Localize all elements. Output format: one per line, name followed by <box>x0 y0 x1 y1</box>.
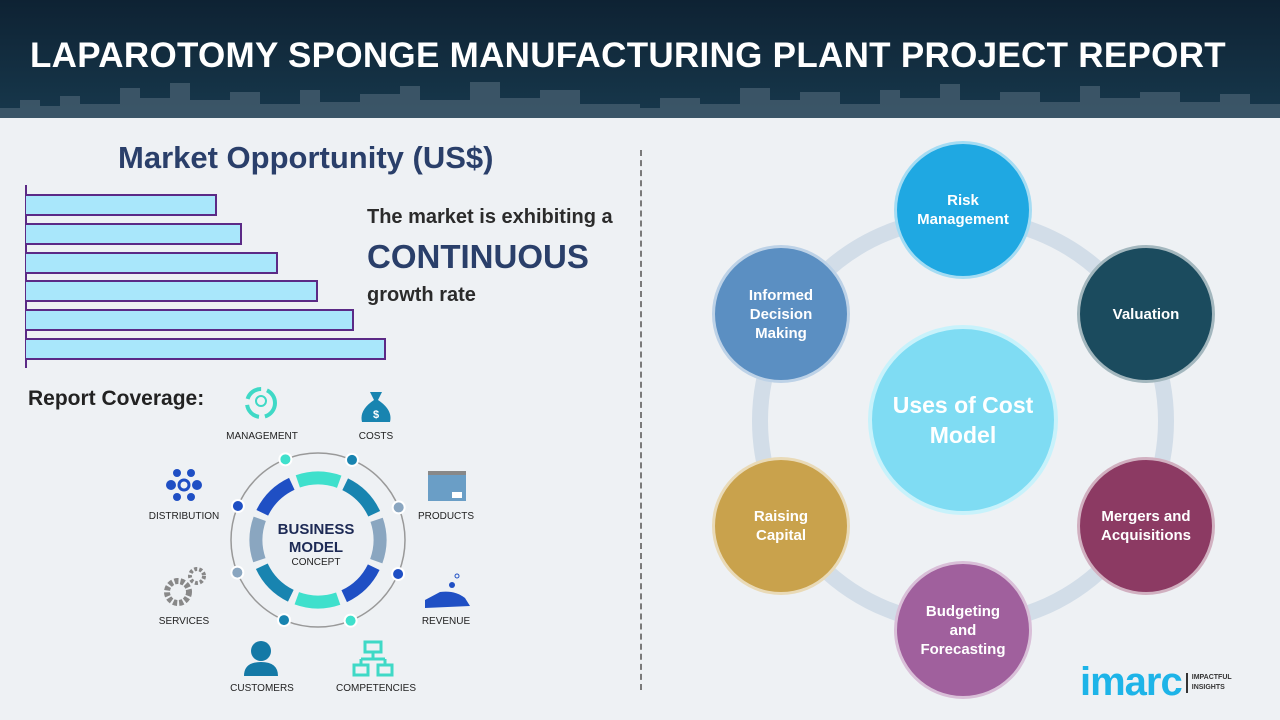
hierarchy-icon <box>352 640 394 677</box>
use-circle: Mergers and Acquisitions <box>1077 457 1215 595</box>
bm-center-3: CONCEPT <box>292 557 341 568</box>
business-model-diagram: BUSINESS MODEL CONCEPT $ <box>164 387 470 677</box>
bm-segment <box>249 516 266 563</box>
box-icon <box>428 471 466 501</box>
market-bar <box>26 309 354 332</box>
use-circle: Budgeting and Forecasting <box>894 561 1032 699</box>
market-bar <box>26 280 318 303</box>
use-circle: Risk Management <box>894 141 1032 279</box>
page-title: LAPAROTOMY SPONGE MANUFACTURING PLANT PR… <box>30 36 1226 75</box>
use-circle: Raising Capital <box>712 457 850 595</box>
lightbulb-cycle-icon <box>245 387 277 419</box>
bm-node <box>230 565 245 580</box>
money-bag-icon: $ <box>361 392 391 422</box>
hand-coins-icon <box>425 573 470 608</box>
bar-axis <box>25 185 27 368</box>
coverage-label: DISTRIBUTION <box>148 511 220 522</box>
logo-tag-1: IMPACTFUL <box>1191 673 1232 681</box>
bm-segment <box>255 563 294 602</box>
market-bar <box>26 338 386 360</box>
bm-node <box>344 452 359 467</box>
market-bar <box>26 251 278 274</box>
bm-center-1: BUSINESS <box>278 521 355 538</box>
bm-node <box>391 500 406 515</box>
uses-center: Uses of Cost Model <box>868 325 1058 515</box>
coverage-label: PRODUCTS <box>417 511 475 522</box>
logo-word: imarc <box>1080 660 1183 704</box>
coverage-label: CUSTOMERS <box>230 683 294 694</box>
coverage-label: MANAGEMENT <box>226 431 298 442</box>
market-text-3: growth rate <box>367 284 476 306</box>
person-icon <box>244 641 278 676</box>
bm-node <box>391 566 406 581</box>
coverage-label: SERVICES <box>158 616 210 627</box>
use-circle: Valuation <box>1077 245 1215 383</box>
bm-segment <box>294 592 341 609</box>
market-title: Market Opportunity (US$) <box>118 140 494 175</box>
bm-segment <box>342 478 381 517</box>
header-banner: LAPAROTOMY SPONGE MANUFACTURING PLANT PR… <box>0 0 1280 118</box>
bm-node <box>278 452 293 467</box>
bm-node <box>230 499 245 514</box>
gears-icon <box>164 567 206 606</box>
coverage-label: COMPETENCIES <box>335 683 416 694</box>
use-circle: Informed Decision Making <box>712 245 850 383</box>
coverage-label: REVENUE <box>421 616 471 627</box>
svg-text:$: $ <box>373 409 379 421</box>
bm-segment <box>295 471 342 488</box>
market-text-1: The market is exhibiting a <box>367 206 613 228</box>
bm-node <box>343 613 358 628</box>
bm-center-2: MODEL <box>289 539 343 556</box>
bm-segment <box>341 564 380 603</box>
coverage-title: Report Coverage: <box>28 387 205 410</box>
city-skyline <box>0 82 1280 118</box>
imarc-logo: imarc IMPACTFUL INSIGHTS <box>1080 660 1232 705</box>
coverage-label: COSTS <box>358 431 394 442</box>
market-bar <box>26 194 217 216</box>
section-divider <box>640 150 642 690</box>
market-bar <box>26 222 242 245</box>
network-icon <box>166 469 202 501</box>
bm-segment <box>256 477 295 516</box>
bm-node <box>277 613 292 628</box>
market-text-2: CONTINUOUS <box>367 238 589 275</box>
bm-segment <box>370 517 387 564</box>
logo-tag-2: INSIGHTS <box>1191 683 1225 691</box>
